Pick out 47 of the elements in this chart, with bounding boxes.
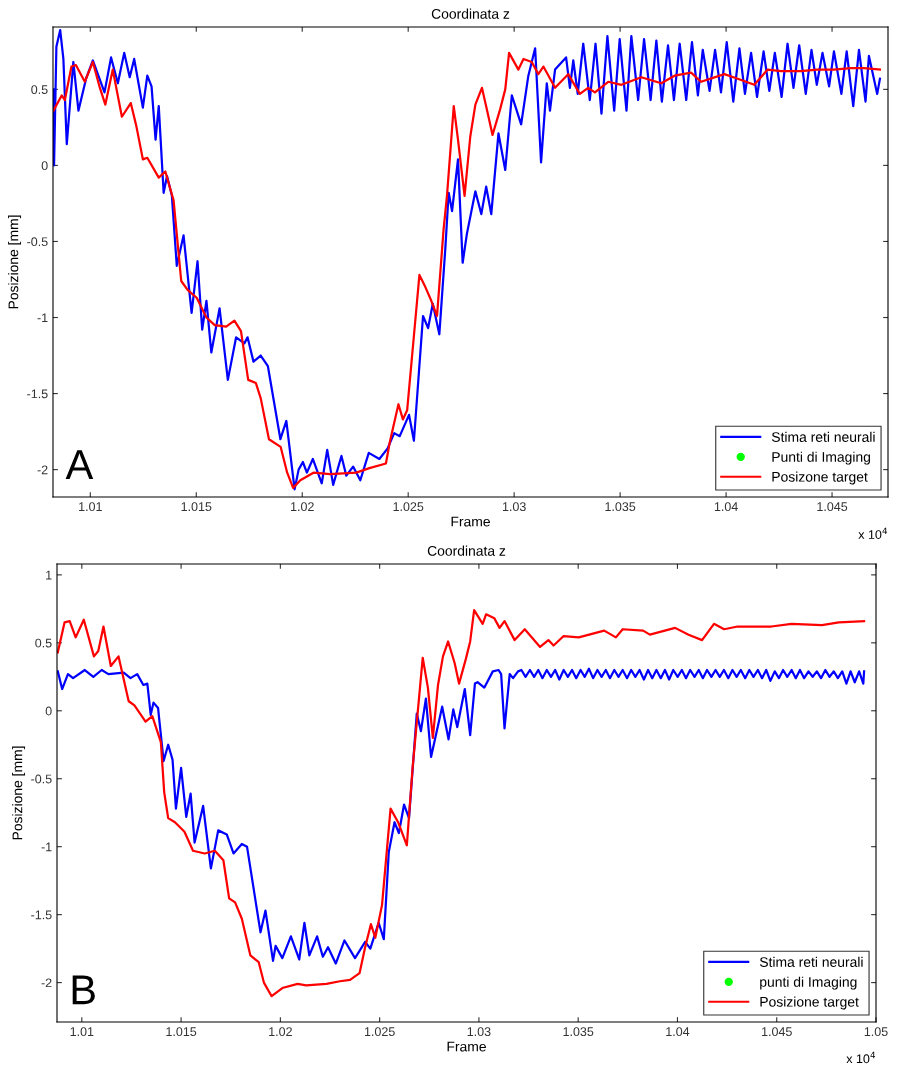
y-tick-label: -1.5 bbox=[27, 389, 48, 399]
x-tick-label: 1.025 bbox=[364, 1027, 395, 1037]
legend-label: Punti di Imaging bbox=[772, 451, 870, 465]
legend-label: Stima reti neurali bbox=[759, 956, 863, 967]
x-tick-label: 1.02 bbox=[269, 1027, 292, 1037]
y-tick-label: -2 bbox=[37, 465, 48, 475]
line-series bbox=[57, 667, 866, 965]
y-axis-title: Posizione [mm] bbox=[8, 215, 22, 309]
text: x 10$^{4}$ bbox=[846, 1051, 876, 1064]
y-axis-title: Posizione [mm] bbox=[12, 746, 26, 840]
y-tick-label: 0 bbox=[45, 706, 52, 716]
y-tick-label: -0.5 bbox=[27, 237, 48, 247]
x-tick-label: 1.03 bbox=[502, 502, 526, 512]
annotation: A bbox=[65, 450, 94, 479]
y-tick-label: -1 bbox=[37, 313, 48, 323]
chart-title: Coordinata z bbox=[431, 8, 510, 19]
y-tick-label: -0.5 bbox=[31, 774, 52, 784]
x-tick-label: 1.04 bbox=[714, 502, 738, 512]
y-tick-label: 1 bbox=[46, 570, 52, 580]
y-tick-label: -2 bbox=[41, 978, 52, 988]
text: x 10$^{4}$ bbox=[858, 527, 888, 539]
y-tick-label: -1 bbox=[41, 842, 52, 852]
x-tick-label: 1.01 bbox=[79, 502, 102, 512]
x-tick-label: 1.015 bbox=[181, 502, 212, 512]
x-tick-label: 1.04 bbox=[666, 1027, 690, 1037]
y-tick-label: 0.5 bbox=[35, 638, 52, 648]
x-tick-label: 1.01 bbox=[70, 1027, 94, 1037]
x-tick-label: 1.035 bbox=[605, 502, 636, 512]
legend-label: Posizone target bbox=[772, 471, 868, 485]
y-tick-label: 0 bbox=[41, 161, 48, 171]
x-tick-label: 1.05 bbox=[864, 1027, 888, 1037]
x-tick-label: 1.02 bbox=[291, 502, 314, 512]
x-tick-label: 1.025 bbox=[393, 502, 424, 512]
x-tick-label: 1.035 bbox=[563, 1027, 594, 1037]
y-tick-label: -1.5 bbox=[31, 910, 52, 920]
x-tick-label: 1.015 bbox=[166, 1027, 197, 1037]
legend-label: Posizione target bbox=[760, 996, 859, 1010]
legend-label: Stima reti neurali bbox=[771, 431, 875, 442]
chart-title: Coordinata z bbox=[427, 545, 506, 556]
x-axis-title: Frame bbox=[447, 1041, 486, 1052]
x-tick-label: 1.045 bbox=[817, 502, 848, 512]
x-axis-title: Frame bbox=[451, 516, 490, 527]
x-tick-label: 1.03 bbox=[467, 1027, 491, 1037]
y-tick-label: 0.5 bbox=[31, 85, 48, 95]
annotation: B bbox=[72, 975, 95, 1005]
x-tick-label: 1.045 bbox=[762, 1027, 792, 1037]
legend-label: punti di Imaging bbox=[760, 976, 857, 990]
